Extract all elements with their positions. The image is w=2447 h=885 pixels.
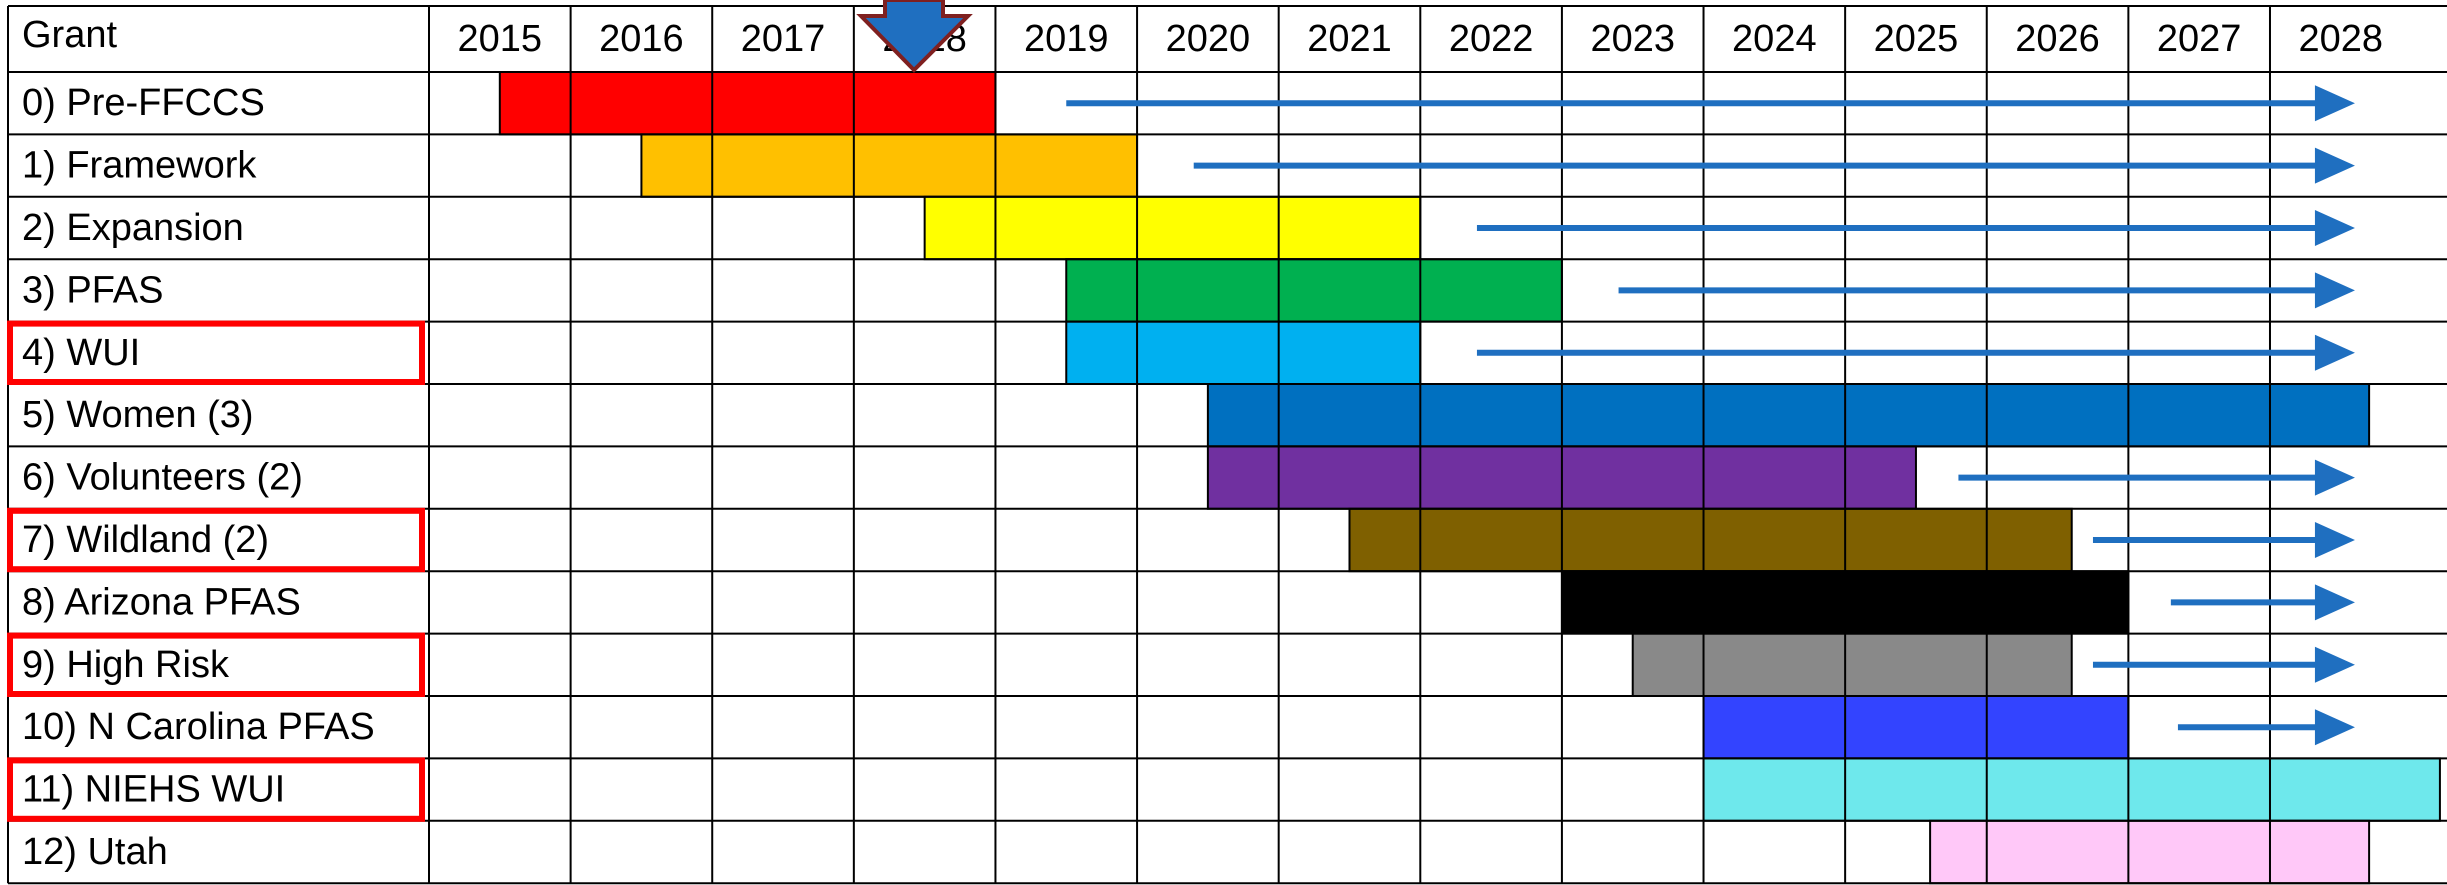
- arrow-head: [2314, 459, 2355, 496]
- grant-label: 4) WUI: [22, 332, 140, 374]
- year-label: 2015: [458, 18, 543, 60]
- year-label: 2022: [1449, 18, 1534, 60]
- grant-label: 6) Volunteers (2): [22, 457, 303, 499]
- year-label: 2028: [2299, 18, 2384, 60]
- year-label: 2021: [1307, 18, 1392, 60]
- grant-label: 2) Expansion: [22, 207, 244, 249]
- highlight-box: [7, 632, 425, 697]
- year-label: 2019: [1024, 18, 1109, 60]
- arrow-head: [2314, 334, 2355, 371]
- year-label: 2016: [599, 18, 684, 60]
- grant-label: 8) Arizona PFAS: [22, 581, 301, 623]
- grant-label: 3) PFAS: [22, 269, 164, 311]
- arrow-head: [2314, 85, 2355, 122]
- year-label: 2020: [1166, 18, 1251, 60]
- year-label: 2017: [741, 18, 826, 60]
- arrow-head: [2314, 646, 2355, 683]
- highlight-box: [7, 757, 425, 822]
- grant-label: 1) Framework: [22, 145, 257, 187]
- year-label: 2023: [1590, 18, 1675, 60]
- year-label: 2025: [1874, 18, 1959, 60]
- grant-bar: [1065, 320, 1422, 386]
- current-year-arrow: [856, 0, 973, 73]
- grant-bar: [1065, 258, 1563, 323]
- highlight-box: [7, 507, 425, 573]
- arrow-head: [2314, 522, 2355, 558]
- grant-bar: [923, 195, 1422, 261]
- highlight-box: [7, 320, 425, 386]
- year-label: 2026: [2015, 18, 2100, 60]
- arrow-head: [2314, 584, 2355, 621]
- grant-bar: [1929, 819, 2371, 885]
- arrow-head: [2314, 210, 2355, 246]
- arrow-head: [2314, 709, 2355, 746]
- grant-bar: [1206, 383, 2371, 448]
- arrow-head: [2314, 272, 2355, 309]
- grant-label: 12) Utah: [22, 831, 168, 873]
- grant-label: 7) Wildland (2): [22, 519, 269, 561]
- year-label: 2027: [2157, 18, 2242, 60]
- grant-label: 5) Women (3): [22, 394, 254, 436]
- grant-label: 0) Pre-FFCCS: [22, 82, 265, 124]
- header-label: Grant: [22, 14, 117, 56]
- grant-label: 11) NIEHS WUI: [22, 769, 285, 811]
- grant-bar: [498, 71, 997, 136]
- grant-label: 10) N Carolina PFAS: [22, 706, 375, 748]
- grant-bar: [1702, 695, 2130, 760]
- grant-bar: [640, 133, 1139, 198]
- year-label: 2024: [1732, 18, 1817, 60]
- grant-bar: [1348, 507, 2073, 573]
- grant-bar: [1631, 632, 2073, 697]
- grant-bar: [1702, 757, 2441, 822]
- grant-label: 9) High Risk: [22, 644, 230, 686]
- arrow-head: [2314, 147, 2355, 184]
